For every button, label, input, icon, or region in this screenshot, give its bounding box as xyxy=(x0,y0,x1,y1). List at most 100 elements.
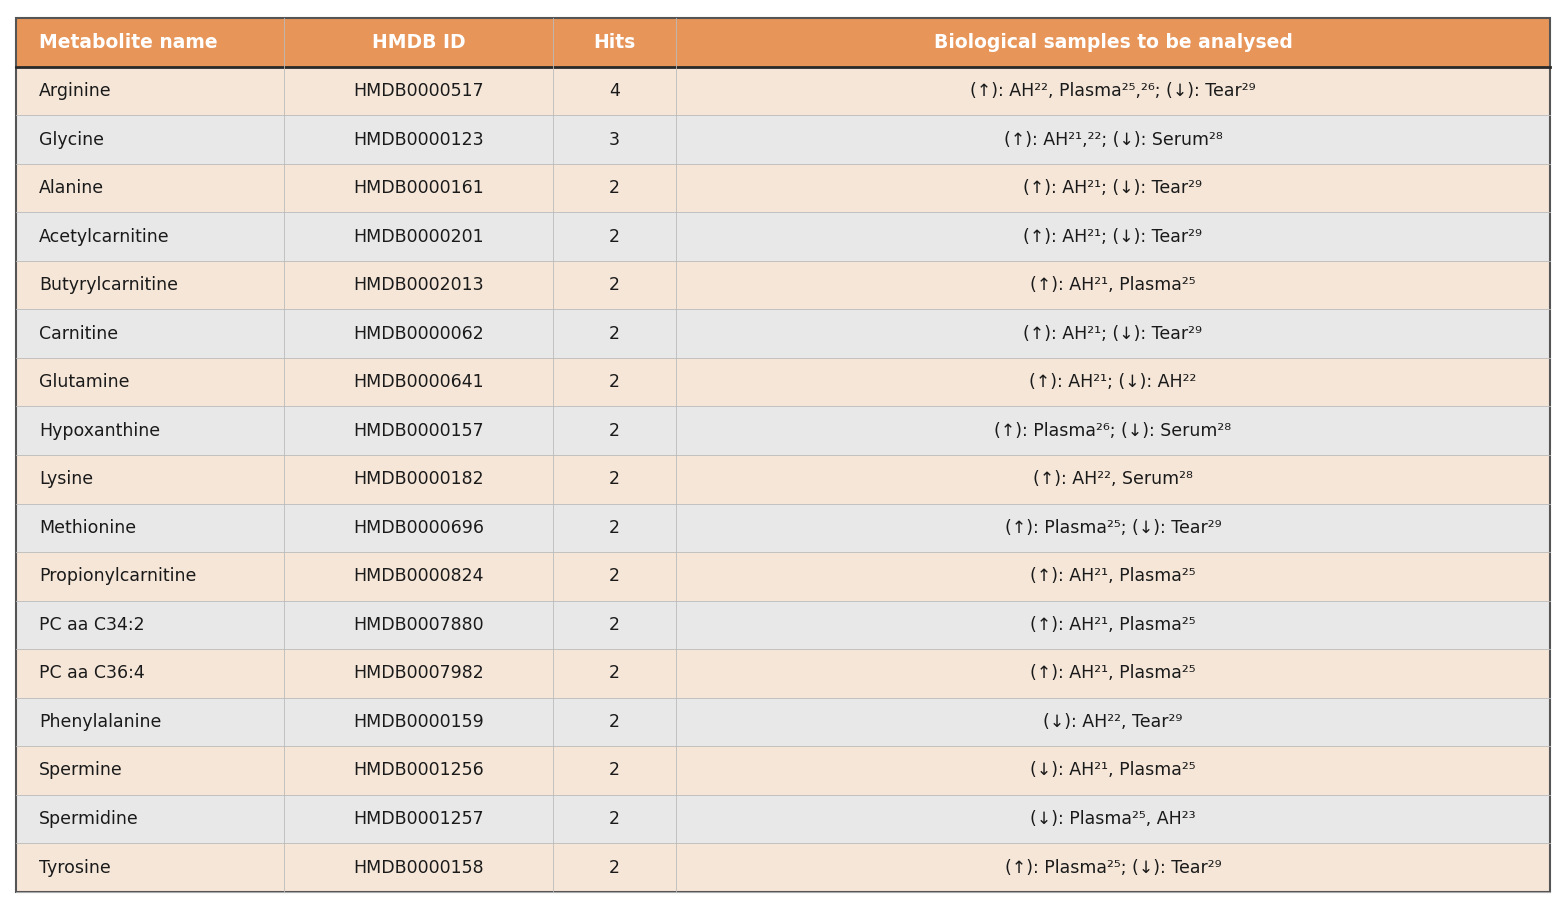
Bar xyxy=(16,698,285,746)
Text: Metabolite name: Metabolite name xyxy=(39,33,218,52)
Text: (↑): AH²¹; (↓): Tear²⁹: (↑): AH²¹; (↓): Tear²⁹ xyxy=(1024,179,1203,197)
Text: 2: 2 xyxy=(609,713,620,731)
Bar xyxy=(553,66,675,116)
Text: (↑): AH²², Plasma²⁵,²⁶; (↓): Tear²⁹: (↑): AH²², Plasma²⁵,²⁶; (↓): Tear²⁹ xyxy=(971,82,1256,100)
Text: 2: 2 xyxy=(609,276,620,294)
Bar xyxy=(553,698,675,746)
Text: 3: 3 xyxy=(609,130,620,148)
Bar xyxy=(553,116,675,164)
Bar xyxy=(675,407,1550,455)
Text: HMDB0000062: HMDB0000062 xyxy=(354,325,484,343)
Bar xyxy=(283,116,553,164)
Bar xyxy=(675,116,1550,164)
Bar xyxy=(553,455,675,503)
Bar xyxy=(553,649,675,698)
Text: Spermidine: Spermidine xyxy=(39,810,139,828)
Bar xyxy=(675,18,1550,66)
Bar xyxy=(553,552,675,601)
Text: 2: 2 xyxy=(609,325,620,343)
Text: HMDB0000161: HMDB0000161 xyxy=(354,179,484,197)
Bar xyxy=(553,407,675,455)
Bar xyxy=(283,407,553,455)
Text: 2: 2 xyxy=(609,664,620,682)
Bar xyxy=(16,601,285,649)
Text: Propionylcarnitine: Propionylcarnitine xyxy=(39,567,196,585)
Bar xyxy=(283,164,553,212)
Text: Spermine: Spermine xyxy=(39,762,122,780)
Text: (↑): Plasma²⁵; (↓): Tear²⁹: (↑): Plasma²⁵; (↓): Tear²⁹ xyxy=(1005,519,1221,537)
Bar xyxy=(283,66,553,116)
Bar xyxy=(16,503,285,552)
Text: HMDB0000123: HMDB0000123 xyxy=(354,130,484,148)
Text: 2: 2 xyxy=(609,470,620,489)
Text: (↑): AH²¹, Plasma²⁵: (↑): AH²¹, Plasma²⁵ xyxy=(1030,664,1196,682)
Bar xyxy=(675,503,1550,552)
Text: Lysine: Lysine xyxy=(39,470,94,489)
Bar xyxy=(283,261,553,309)
Text: HMDB0002013: HMDB0002013 xyxy=(354,276,484,294)
Text: PC aa C36:4: PC aa C36:4 xyxy=(39,664,146,682)
Text: HMDB0007982: HMDB0007982 xyxy=(354,664,484,682)
Bar xyxy=(16,358,285,407)
Bar xyxy=(283,794,553,844)
Text: (↓): AH²², Tear²⁹: (↓): AH²², Tear²⁹ xyxy=(1043,713,1182,731)
Bar xyxy=(675,212,1550,261)
Text: 2: 2 xyxy=(609,616,620,634)
Text: HMDB0000517: HMDB0000517 xyxy=(354,82,484,100)
Bar xyxy=(553,18,675,66)
Text: (↑): AH²¹, Plasma²⁵: (↑): AH²¹, Plasma²⁵ xyxy=(1030,616,1196,634)
Bar xyxy=(675,649,1550,698)
Text: HMDB0001257: HMDB0001257 xyxy=(354,810,484,828)
Bar xyxy=(553,601,675,649)
Text: HMDB0000157: HMDB0000157 xyxy=(354,421,484,440)
Bar xyxy=(553,794,675,844)
Bar xyxy=(675,746,1550,794)
Text: 2: 2 xyxy=(609,810,620,828)
Bar xyxy=(283,698,553,746)
Text: Hypoxanthine: Hypoxanthine xyxy=(39,421,160,440)
Bar xyxy=(675,309,1550,358)
Text: Tyrosine: Tyrosine xyxy=(39,858,111,876)
Bar xyxy=(16,649,285,698)
Text: (↑): AH²¹, Plasma²⁵: (↑): AH²¹, Plasma²⁵ xyxy=(1030,567,1196,585)
Text: Acetylcarnitine: Acetylcarnitine xyxy=(39,228,169,246)
Bar xyxy=(16,309,285,358)
Bar xyxy=(16,116,285,164)
Text: (↑): AH²¹, Plasma²⁵: (↑): AH²¹, Plasma²⁵ xyxy=(1030,276,1196,294)
Text: (↑): Plasma²⁶; (↓): Serum²⁸: (↑): Plasma²⁶; (↓): Serum²⁸ xyxy=(994,421,1231,440)
Bar xyxy=(16,261,285,309)
Text: (↑): AH²¹; (↓): Tear²⁹: (↑): AH²¹; (↓): Tear²⁹ xyxy=(1024,325,1203,343)
Text: HMDB0000696: HMDB0000696 xyxy=(352,519,484,537)
Text: 2: 2 xyxy=(609,179,620,197)
Text: HMDB ID: HMDB ID xyxy=(371,33,465,52)
Bar xyxy=(283,601,553,649)
Bar xyxy=(675,455,1550,503)
Text: (↑): AH²¹; (↓): AH²²: (↑): AH²¹; (↓): AH²² xyxy=(1029,373,1196,391)
Bar xyxy=(16,455,285,503)
Bar xyxy=(553,503,675,552)
Bar xyxy=(16,212,285,261)
Text: HMDB0000641: HMDB0000641 xyxy=(354,373,484,391)
Text: HMDB0000824: HMDB0000824 xyxy=(354,567,484,585)
Text: Butyrylcarnitine: Butyrylcarnitine xyxy=(39,276,179,294)
Bar xyxy=(553,164,675,212)
Bar xyxy=(675,794,1550,844)
Text: 2: 2 xyxy=(609,762,620,780)
Text: HMDB0001256: HMDB0001256 xyxy=(354,762,484,780)
Bar xyxy=(16,552,285,601)
Bar xyxy=(675,261,1550,309)
Text: Phenylalanine: Phenylalanine xyxy=(39,713,161,731)
Bar xyxy=(283,649,553,698)
Text: (↑): AH²¹; (↓): Tear²⁹: (↑): AH²¹; (↓): Tear²⁹ xyxy=(1024,228,1203,246)
Bar xyxy=(553,212,675,261)
Text: Arginine: Arginine xyxy=(39,82,111,100)
Bar xyxy=(16,164,285,212)
Text: 2: 2 xyxy=(609,228,620,246)
Text: (↓): AH²¹, Plasma²⁵: (↓): AH²¹, Plasma²⁵ xyxy=(1030,762,1196,780)
Bar xyxy=(16,844,285,892)
Bar xyxy=(283,309,553,358)
Bar xyxy=(553,358,675,407)
Bar xyxy=(553,261,675,309)
Text: HMDB0000182: HMDB0000182 xyxy=(354,470,484,489)
Text: 2: 2 xyxy=(609,858,620,876)
